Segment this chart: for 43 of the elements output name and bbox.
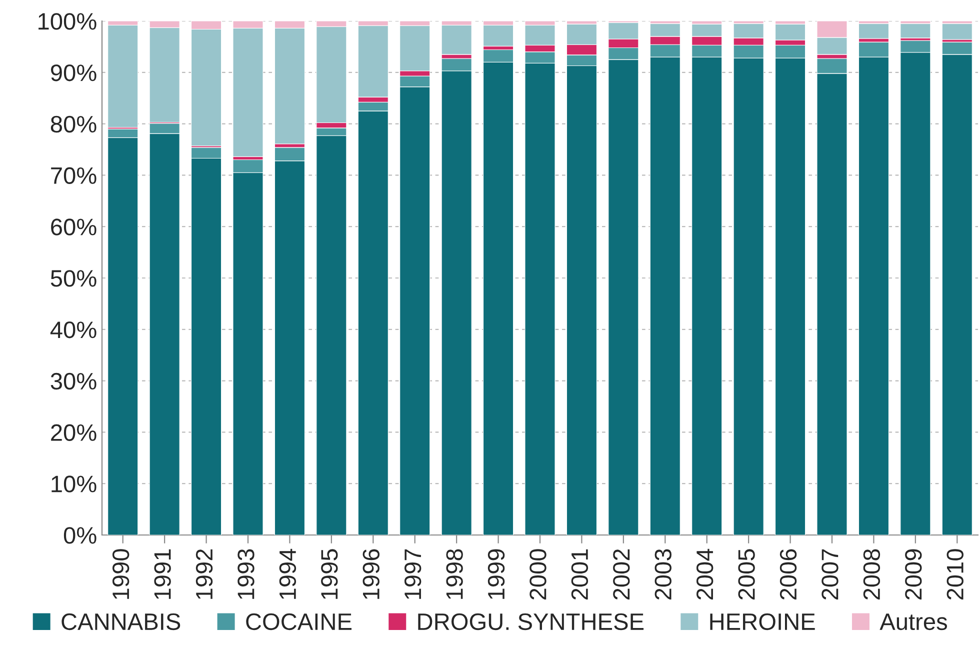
x-tick-label: 1992 (196, 549, 213, 599)
bar (482, 24, 514, 46)
x-tick-label: 2004 (696, 548, 714, 600)
x-tick-label: 1998 (446, 549, 463, 599)
bar (900, 23, 931, 38)
x-tick-label: 2001 (571, 549, 588, 600)
legend-label: DROGU. SYNTHESE (418, 613, 644, 630)
bar (942, 23, 972, 40)
y-tick-label: 100% (38, 13, 96, 30)
y-tick-label: 70% (51, 167, 96, 184)
x-tick-label: 1997 (404, 549, 422, 599)
x-tick-label: 2002 (613, 549, 630, 600)
x-tick-label: 2000 (530, 549, 546, 600)
x-tick-label: 1994 (279, 548, 296, 599)
y-tick-label: 30% (50, 372, 96, 390)
y-tick-label: 50% (50, 270, 96, 287)
x-tick-label: 2010 (946, 549, 964, 600)
x-tick-label: 2007 (822, 549, 838, 600)
x-tick-label: 1999 (488, 549, 505, 599)
bar (108, 24, 138, 128)
x-tick-label: 2005 (738, 549, 755, 600)
x-tick-label: 1996 (362, 549, 380, 599)
legend-label: Autres (880, 614, 948, 630)
x-tick-label: 1995 (321, 549, 338, 599)
y-tick-label: 10% (52, 476, 96, 492)
x-tick-label: 1993 (238, 549, 254, 599)
y-tick-label: 0% (64, 527, 96, 544)
x-tick-label: 2003 (654, 549, 672, 600)
y-tick-label: 90% (50, 64, 96, 82)
legend-label: COCAINE (246, 613, 352, 630)
y-tick-label: 60% (51, 218, 96, 236)
bar (441, 24, 472, 55)
y-tick-label: 20% (51, 424, 96, 441)
x-tick-label: 2009 (905, 549, 922, 600)
x-tick-label: 2006 (780, 549, 797, 600)
legend-label: HEROINE (710, 613, 815, 630)
y-tick-label: 40% (50, 321, 96, 338)
x-tick-label: 1990 (112, 549, 130, 599)
y-tick-label: 80% (50, 116, 96, 133)
x-tick-label: 1991 (154, 549, 171, 599)
x-tick-label: 2008 (863, 549, 880, 600)
bar (858, 23, 890, 39)
legend-label: CANNABIS (62, 613, 180, 630)
